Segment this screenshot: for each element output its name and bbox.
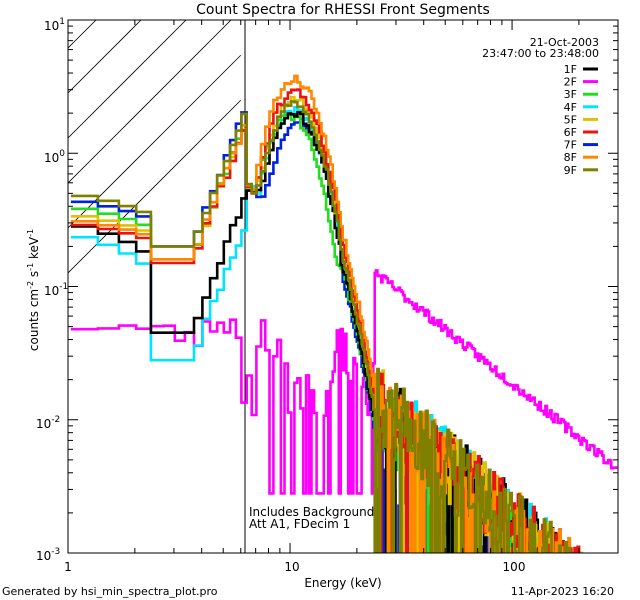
x-tick-label: 1: [64, 560, 72, 574]
series-layer: [70, 74, 618, 553]
series-6F-line: [70, 88, 581, 553]
y-tick-label: 100: [44, 149, 65, 165]
generation-timestamp: 11-Apr-2023 16:20: [511, 585, 614, 598]
axis-ticks: [67, 19, 619, 554]
y-axis-title: counts cm-2 s-1 keV-1: [26, 229, 41, 351]
legend-label-5F: 5F: [564, 113, 577, 126]
legend-label-3F: 3F: [564, 88, 577, 101]
chart-title: Count Spectra for RHESSI Front Segments: [196, 2, 490, 18]
legend-label-7F: 7F: [564, 139, 577, 152]
legend-label-8F: 8F: [564, 151, 577, 164]
y-tick-label: 10-3: [36, 547, 60, 563]
legend-label-2F: 2F: [564, 76, 577, 89]
y-tick-label: 101: [44, 17, 65, 33]
series-8F-line: [70, 74, 572, 553]
x-tick-label: 10: [284, 560, 299, 574]
attenuator-note: Att A1, FDecim 1: [249, 517, 350, 531]
time-range: 23:47:00 to 23:48:00: [482, 47, 599, 60]
hatch-line: [68, 20, 142, 94]
x-axis-labels: 1 10 100: [64, 560, 525, 574]
y-axis-labels: 101 100 10-1 10-2 10-3: [36, 17, 68, 563]
y-tick-label: 10-1: [44, 282, 68, 298]
x-axis-title: Energy (keV): [304, 576, 381, 590]
legend-label-9F: 9F: [564, 164, 577, 177]
hatch-line: [68, 20, 187, 139]
background-note: Includes Background: [249, 505, 374, 519]
y-tick-label: 10-2: [36, 415, 60, 431]
hatch-line: [68, 20, 232, 184]
legend-label-6F: 6F: [564, 126, 577, 139]
series-2F-line: [70, 269, 618, 495]
x-tick-label: 100: [503, 560, 526, 574]
legend-label-4F: 4F: [564, 101, 577, 114]
legend-label-1F: 1F: [564, 63, 577, 76]
observation-date: 21-Oct-2003: [530, 36, 599, 49]
series-9F-line: [70, 100, 572, 553]
generated-by: Generated by hsi_min_spectra_plot.pro: [2, 585, 218, 598]
